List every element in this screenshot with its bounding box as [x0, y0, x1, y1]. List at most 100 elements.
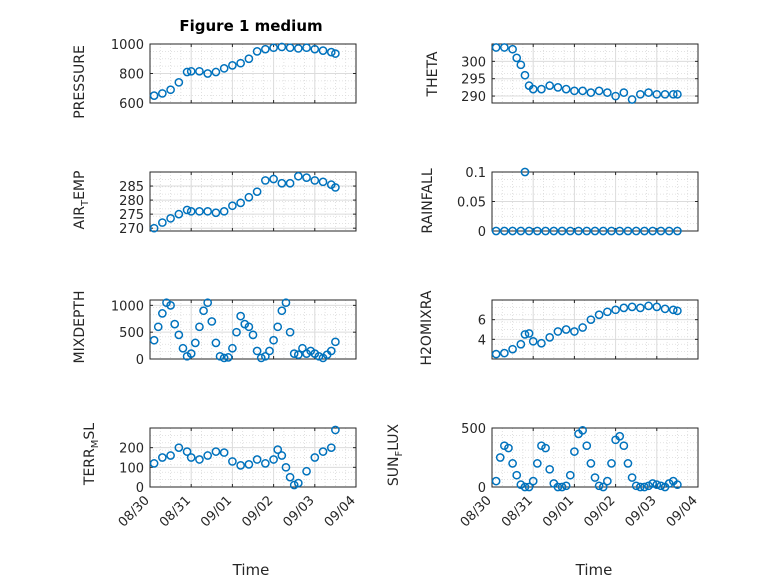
ylabel-sun-flux: SUNFLUX [386, 423, 405, 486]
data-point [302, 173, 311, 182]
data-point [611, 305, 620, 315]
data-point [269, 43, 278, 53]
data-point [269, 455, 278, 464]
data-point [203, 451, 213, 460]
y-tick-label: 295 [461, 73, 486, 88]
data-point [277, 451, 287, 460]
data-point [298, 343, 307, 353]
data-point [640, 226, 649, 236]
data-point [508, 226, 517, 236]
data-point [170, 319, 180, 329]
data-point [281, 298, 291, 308]
data-point [277, 306, 287, 316]
data-point [668, 305, 678, 315]
data-point [195, 66, 204, 76]
y-tick-label: 0.05 [457, 196, 486, 211]
data-point [289, 480, 299, 490]
data-point [277, 178, 287, 188]
axes-box [491, 299, 699, 360]
data-point [598, 226, 608, 236]
axes-sun-flux: 0 500 08/30 08/31 09/01 09/02 09/03 09/04 [458, 422, 701, 530]
data-point [310, 176, 320, 185]
data-point [541, 443, 550, 453]
data-point [537, 84, 546, 94]
data-point [195, 206, 204, 216]
data-point [644, 301, 653, 311]
data-point [590, 473, 600, 482]
data-point [594, 86, 604, 96]
data-point [149, 91, 159, 100]
data-point [553, 482, 563, 492]
y-tick-label: 1000 [111, 299, 144, 314]
data-point [627, 95, 637, 104]
data-point [158, 218, 167, 227]
data-point [273, 445, 283, 454]
y-tick-label: 0.1 [465, 166, 486, 181]
data-point [186, 349, 196, 358]
data-point [326, 346, 336, 356]
data-point [656, 226, 666, 236]
data-point [166, 214, 175, 223]
x-tick-label: 09/02 [239, 493, 276, 530]
data-point [541, 226, 550, 236]
data-point [553, 327, 563, 336]
data-point [310, 453, 320, 462]
data-point [508, 344, 517, 354]
data-point [607, 459, 616, 468]
y-tick-label: 0 [136, 481, 144, 496]
data-point [186, 206, 196, 216]
data-point [244, 192, 254, 202]
data-point [619, 441, 629, 451]
data-point [285, 327, 295, 337]
data-point [256, 353, 266, 363]
data-point [261, 176, 270, 185]
data-point [223, 353, 233, 362]
data-point [228, 201, 237, 211]
data-point [578, 323, 587, 332]
data-point [524, 329, 534, 338]
data-point [331, 49, 340, 58]
data-point [219, 353, 229, 363]
data-point [186, 66, 196, 76]
data-point [318, 177, 328, 187]
data-point [293, 44, 303, 53]
xlabel-right: Time [575, 561, 613, 579]
data-point [228, 343, 237, 353]
data-point [219, 206, 229, 216]
data-point [631, 481, 641, 491]
data-point [491, 43, 501, 52]
data-point [203, 206, 213, 216]
data-point [215, 351, 225, 361]
data-point [586, 459, 596, 468]
data-point [236, 198, 245, 208]
data-point [664, 226, 674, 236]
data-point [627, 302, 637, 312]
data-point [318, 447, 328, 456]
data-point [656, 481, 666, 491]
data-point [182, 447, 192, 456]
x-tick-label: 09/02 [581, 493, 618, 530]
data-point [545, 464, 555, 474]
data-point [500, 226, 509, 236]
xlabel-left: Time [232, 561, 270, 579]
data-point [619, 303, 629, 313]
data-point [623, 459, 633, 468]
data-point [277, 42, 287, 52]
data-point [582, 441, 592, 451]
y-tick-label: 275 [119, 208, 144, 223]
data-point [594, 310, 604, 320]
data-point [331, 425, 340, 435]
data-point [524, 226, 534, 236]
figure-title: Figure 1 medium [179, 17, 322, 35]
data-point [491, 349, 501, 359]
data-point [289, 349, 299, 358]
data-point [516, 339, 526, 349]
ylabel-theta: THETA [425, 51, 441, 97]
data-point [211, 208, 221, 218]
data-point [182, 67, 192, 77]
axes-box [149, 299, 357, 360]
data-point [153, 322, 163, 332]
data-point [578, 426, 587, 435]
y-tick-label: 200 [119, 442, 144, 457]
